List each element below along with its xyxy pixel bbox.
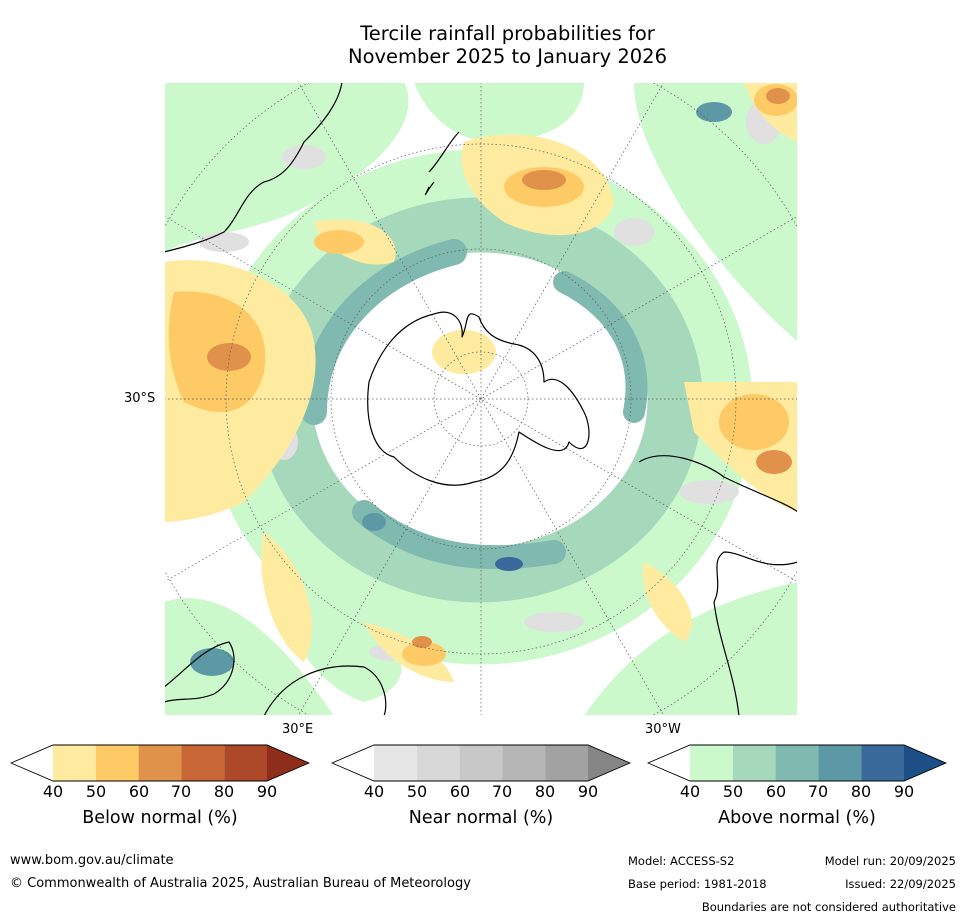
- above-normal-ticks: 40 50 60 70 80 90: [647, 782, 947, 802]
- graticule: [164, 82, 798, 716]
- near-normal-ticks: 40 50 60 70 80 90: [331, 782, 631, 802]
- tick-label: 60: [449, 782, 471, 801]
- tick-label: 50: [722, 782, 744, 801]
- colorbar-segment: [861, 745, 904, 781]
- tick-label: 90: [577, 782, 599, 801]
- antarctica-coastline: [367, 311, 590, 486]
- model-run: Model run: 20/09/2025: [824, 854, 956, 868]
- tick-label: 70: [807, 782, 829, 801]
- colorbar-segment: [181, 745, 225, 781]
- tick-label: 50: [406, 782, 428, 801]
- tick-label: 40: [679, 782, 701, 801]
- tick-label: 90: [893, 782, 915, 801]
- issued-date: Issued: 22/09/2025: [845, 877, 956, 891]
- south-america-coastline: [638, 455, 798, 716]
- colorbar-segment: [416, 745, 460, 781]
- coastlines: [164, 82, 798, 716]
- tick-label: 40: [42, 782, 64, 801]
- australia-coastline: [164, 82, 343, 253]
- below-normal-colorbar: [9, 744, 311, 782]
- tick-label: 80: [213, 782, 235, 801]
- colorbar-segment: [138, 745, 182, 781]
- below-normal-ticks: 40 50 60 70 80 90: [10, 782, 310, 802]
- colorbar-outline: [646, 744, 948, 782]
- bom-url: www.bom.gov.au/climate: [10, 853, 174, 868]
- colorbar-segment: [732, 745, 776, 781]
- colorbar-lower-extension: [11, 745, 53, 781]
- colorbar-segment: [374, 745, 417, 781]
- colorbar-segment: [775, 745, 819, 781]
- boundaries-disclaimer: Boundaries are not considered authoritat…: [701, 900, 956, 914]
- map-title-line-2: November 2025 to January 2026: [348, 45, 667, 68]
- above-normal-label: Above normal (%): [718, 808, 876, 828]
- near-normal-label: Near normal (%): [408, 808, 554, 828]
- map-title-line-1: Tercile rainfall probabilities for: [360, 22, 655, 45]
- colorbar-upper-extension: [904, 745, 946, 781]
- lat-label-30s: 30°S: [124, 391, 156, 406]
- tercile-rainfall-map: [164, 82, 798, 716]
- tick-label: 80: [534, 782, 556, 801]
- below-normal-label: Below normal (%): [82, 808, 238, 828]
- colorbar-segment: [545, 745, 588, 781]
- colorbar-segment: [459, 745, 503, 781]
- colorbar-segment: [95, 745, 139, 781]
- africa-coastline: [164, 641, 387, 716]
- above-normal-colorbar: [646, 744, 948, 782]
- copyright: © Commonwealth of Australia 2025, Austra…: [10, 876, 471, 891]
- colorbar-outline: [9, 744, 311, 782]
- base-period: Base period: 1981-2018: [628, 877, 767, 891]
- colorbar-segment: [818, 745, 862, 781]
- below-normal-high: [207, 88, 792, 648]
- tick-label: 70: [491, 782, 513, 801]
- colorbar-segment: [224, 745, 267, 781]
- colorbar-outline: [330, 744, 632, 782]
- colorbar-segment: [53, 745, 96, 781]
- colorbar-segment: [502, 745, 546, 781]
- tick-label: 80: [850, 782, 872, 801]
- lon-label-30w: 30°W: [645, 722, 681, 737]
- tick-label: 60: [765, 782, 787, 801]
- near-normal-colorbar: [330, 744, 632, 782]
- colorbar-lower-extension: [648, 745, 690, 781]
- colorbar-upper-extension: [588, 745, 630, 781]
- tick-label: 50: [85, 782, 107, 801]
- colorbar-upper-extension: [267, 745, 309, 781]
- tick-label: 60: [128, 782, 150, 801]
- tick-label: 40: [363, 782, 385, 801]
- colorbar-lower-extension: [332, 745, 374, 781]
- tick-label: 90: [256, 782, 278, 801]
- lon-label-30e: 30°E: [282, 722, 314, 737]
- model-name: Model: ACCESS-S2: [628, 854, 735, 868]
- tick-label: 70: [170, 782, 192, 801]
- new-zealand-coastline: [424, 131, 460, 196]
- colorbar-segment: [690, 745, 733, 781]
